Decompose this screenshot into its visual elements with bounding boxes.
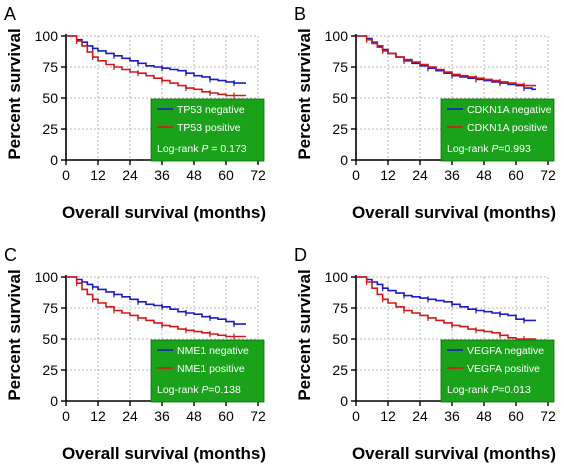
legend-item-negative: CDKN1A negative: [467, 104, 552, 116]
y-tick-label: 25: [42, 121, 58, 137]
y-tick-label: 25: [42, 362, 58, 378]
panel-c: C 0 25 50 75 100 0 12 24 36 48 60 72 Overall survival…: [4, 245, 266, 463]
x-tick-label: 48: [186, 408, 202, 424]
y-tick-label: 75: [42, 300, 58, 316]
x-tick-label: 24: [412, 167, 428, 183]
log-rank-annotation: Log-rank P=0.993: [447, 143, 531, 155]
y-tick-label: 50: [42, 90, 58, 106]
legend-item-negative: NME1 negative: [177, 345, 249, 357]
series-line-positive: [66, 35, 246, 97]
y-tick-label: 25: [332, 121, 348, 137]
legend-item-negative: VEGFA negative: [467, 345, 544, 357]
panel-label: D: [294, 245, 307, 265]
x-tick-label: 12: [380, 408, 396, 424]
y-tick-label: 0: [340, 393, 348, 409]
y-axis-title: Percent survival: [295, 28, 314, 159]
log-rank-annotation: Log-rank P=0.013: [447, 384, 531, 396]
y-tick-label: 0: [340, 152, 348, 168]
x-tick-label: 36: [444, 167, 460, 183]
x-tick-label: 72: [540, 167, 556, 183]
y-axis-title: Percent survival: [5, 269, 24, 400]
x-tick-label: 0: [62, 408, 70, 424]
series-line-positive: [356, 35, 536, 87]
x-tick-label: 36: [154, 408, 170, 424]
series-line-negative: [356, 35, 536, 91]
log-rank-annotation: Log-rank P=0.138: [157, 384, 241, 396]
panel-label: B: [294, 4, 306, 24]
x-tick-label: 24: [122, 408, 138, 424]
x-tick-label: 12: [90, 408, 106, 424]
x-tick-label: 72: [540, 408, 556, 424]
y-axis-title: Percent survival: [5, 28, 24, 159]
series-line-negative: [356, 276, 536, 322]
y-tick-label: 100: [35, 269, 59, 285]
series-line-negative: [66, 35, 246, 84]
panel-label: A: [4, 4, 16, 24]
y-tick-label: 75: [42, 59, 58, 75]
x-tick-label: 0: [352, 408, 360, 424]
panel-d: D 0 25 50 75 100 0 12 24 36 48 60 72 Overall survival…: [294, 245, 556, 463]
x-tick-label: 12: [380, 167, 396, 183]
x-tick-label: 36: [444, 408, 460, 424]
legend-item-positive: CDKN1A positive: [467, 122, 548, 134]
y-tick-label: 100: [325, 269, 349, 285]
legend-item-negative: TP53 negative: [177, 104, 245, 116]
x-axis-title: Overall survival (months): [62, 444, 266, 463]
x-axis-title: Overall survival (months): [352, 444, 556, 463]
panel-a: A 0 25 50 75 100 0 12 24 36 48 60 72 Overall survival…: [4, 4, 266, 222]
x-tick-label: 60: [218, 167, 234, 183]
panel-label: C: [4, 245, 17, 265]
y-tick-label: 75: [332, 59, 348, 75]
x-tick-label: 48: [476, 408, 492, 424]
x-tick-label: 12: [90, 167, 106, 183]
x-tick-label: 0: [352, 167, 360, 183]
y-tick-label: 0: [50, 393, 58, 409]
x-tick-label: 0: [62, 167, 70, 183]
x-tick-label: 48: [476, 167, 492, 183]
log-rank-annotation: Log-rank P = 0.173: [157, 143, 247, 155]
y-tick-label: 50: [42, 331, 58, 347]
x-axis-title: Overall survival (months): [62, 203, 266, 222]
legend-item-positive: NME1 positive: [177, 363, 245, 375]
y-tick-label: 0: [50, 152, 58, 168]
x-tick-label: 60: [218, 408, 234, 424]
x-tick-label: 60: [508, 167, 524, 183]
legend-item-positive: VEGFA positive: [467, 363, 540, 375]
y-tick-label: 75: [332, 300, 348, 316]
x-tick-label: 72: [250, 408, 266, 424]
y-tick-label: 50: [332, 90, 348, 106]
x-tick-label: 60: [508, 408, 524, 424]
x-tick-label: 48: [186, 167, 202, 183]
x-tick-label: 36: [154, 167, 170, 183]
legend-item-positive: TP53 positive: [177, 122, 241, 134]
y-tick-label: 100: [35, 28, 59, 44]
x-tick-label: 24: [122, 167, 138, 183]
y-tick-label: 25: [332, 362, 348, 378]
x-axis-title: Overall survival (months): [352, 203, 556, 222]
x-tick-label: 24: [412, 408, 428, 424]
panel-b: B 0 25 50 75 100 0 12 24 36 48 60 72 Overall survival…: [294, 4, 556, 222]
series-line-negative: [66, 276, 246, 325]
y-axis-title: Percent survival: [295, 269, 314, 400]
y-tick-label: 50: [332, 331, 348, 347]
x-tick-label: 72: [250, 167, 266, 183]
y-tick-label: 100: [325, 28, 349, 44]
